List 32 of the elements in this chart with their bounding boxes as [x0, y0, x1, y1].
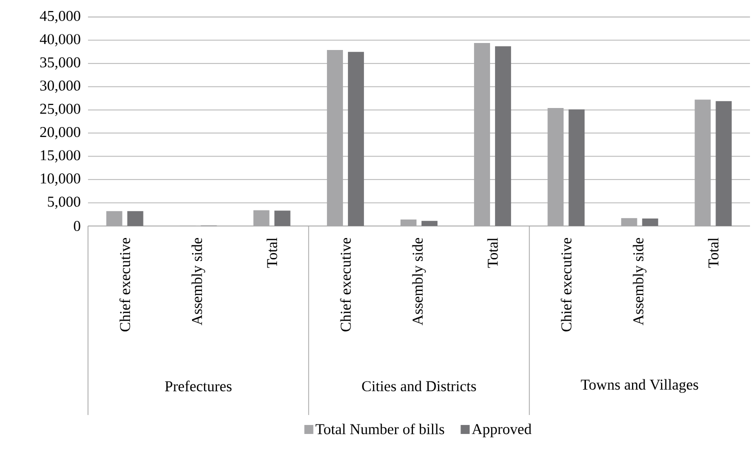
text: Prefectures: [165, 380, 232, 392]
x-tick-label: Chief executive: [119, 238, 130, 332]
bar: [716, 101, 732, 226]
y-tick-label: 0: [74, 220, 80, 232]
y-tick-label: 25,000: [40, 104, 80, 116]
x-tick-label: Assembly side: [192, 238, 206, 326]
y-tick-label: 10,000: [40, 173, 80, 186]
x-tick-label: Assembly side: [412, 238, 426, 326]
y-tick-label: 40,000: [40, 34, 80, 46]
legend-label: Total Number of bills: [316, 424, 444, 434]
y-tick-label: 20,000: [40, 126, 80, 140]
y-tick-label: 35,000: [40, 57, 80, 70]
x-tick-label: Chief executive: [340, 238, 351, 332]
legend-label: Approved: [472, 424, 532, 438]
y-tick-label: 15,000: [40, 150, 80, 162]
x-tick-label: Total: [266, 238, 278, 268]
bar: [642, 218, 658, 226]
bar: [348, 52, 364, 226]
bar: [422, 220, 438, 226]
y-tick-label: 30,000: [40, 80, 80, 93]
x-tick-label: Chief executive: [560, 238, 572, 332]
bar: [274, 210, 290, 226]
x-tick-label: Total: [708, 238, 718, 268]
x-tick-label: Assembly side: [632, 238, 646, 326]
y-tick-label: 45,000: [40, 10, 80, 24]
text: Cities and Districts: [362, 380, 476, 392]
y-tick-label: 5,000: [48, 196, 80, 209]
text: Towns and Villages: [580, 379, 698, 393]
x-tick-label: Total: [487, 238, 498, 268]
bar: [568, 109, 585, 226]
bar: [127, 211, 144, 226]
bar: [495, 46, 512, 226]
